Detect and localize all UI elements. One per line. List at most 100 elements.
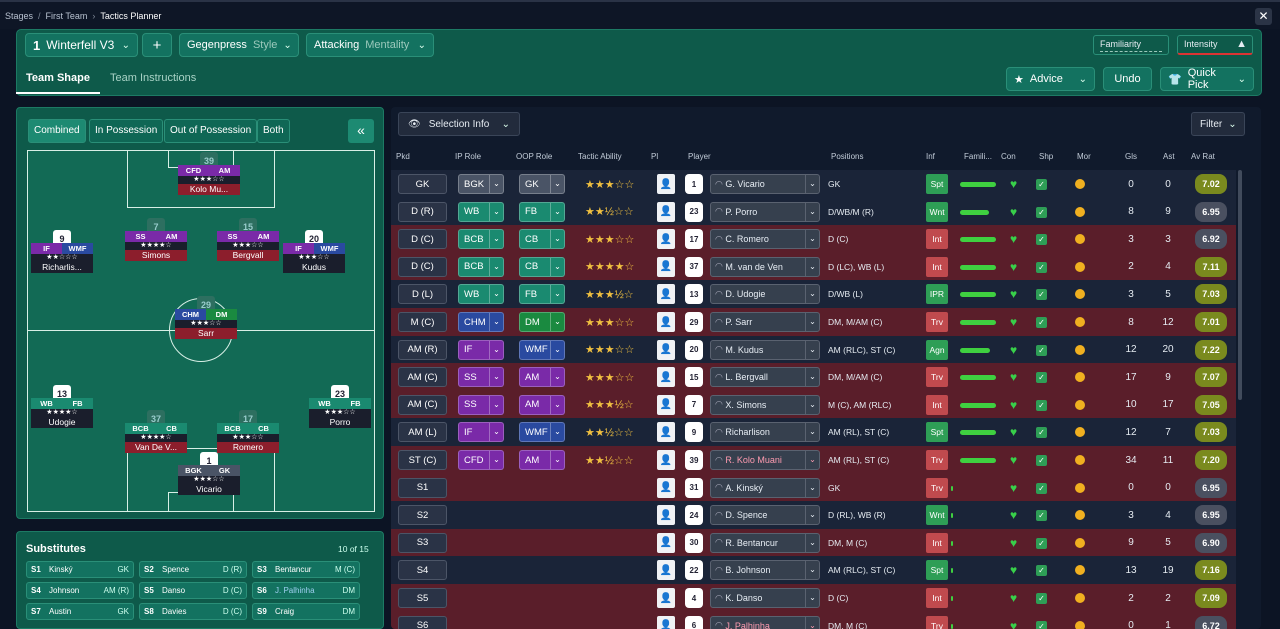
column-header[interactable]: Mor — [1077, 152, 1091, 161]
oop-role-select[interactable]: AM ⌄ — [519, 367, 565, 388]
scrollbar[interactable] — [1238, 170, 1242, 400]
picked-position-button[interactable]: D (R) — [398, 201, 447, 222]
player-profile-icon[interactable]: 👤 — [657, 201, 675, 222]
player-select[interactable]: ◠ C. Romero ⌄ — [710, 229, 820, 250]
column-header[interactable]: Tactic Ability — [578, 152, 622, 161]
column-header[interactable]: Av Rat — [1191, 152, 1215, 161]
table-row[interactable]: D (R) WB ⌄ FB ⌄ ★★½☆☆ 👤 23 ◠ P. Porro ⌄ D/WB/M (R)… — [391, 197, 1236, 226]
player-select[interactable]: ◠ K. Danso ⌄ — [710, 588, 820, 608]
column-header[interactable]: OOP Role — [516, 152, 553, 161]
player-card[interactable]: 37 BCB CB ★★★★☆ Van De V... — [125, 410, 187, 460]
player-select[interactable]: ◠ M. Kudus ⌄ — [710, 339, 820, 360]
breadcrumb-first-team[interactable]: First Team — [45, 11, 88, 21]
intensity-meter[interactable]: Intensity ▲ — [1177, 35, 1253, 55]
familiarity-meter[interactable]: Familiarity — [1093, 35, 1169, 55]
picked-position-button[interactable]: S2 — [398, 505, 447, 526]
advice-button[interactable]: ★ Advice ⌄ — [1006, 67, 1095, 91]
filter-out-of-possession[interactable]: Out of Possession — [164, 119, 258, 143]
column-header[interactable]: Pkd — [396, 152, 410, 161]
column-header[interactable]: Positions — [831, 152, 864, 161]
player-select[interactable]: ◠ D. Spence ⌄ — [710, 505, 820, 526]
player-profile-icon[interactable]: 👤 — [657, 339, 675, 360]
oop-role-select[interactable]: WMF ⌄ — [519, 422, 565, 443]
oop-role-select[interactable]: AM ⌄ — [519, 394, 565, 415]
player-card[interactable]: 7 SS AM ★★★★☆ Simons — [125, 218, 187, 268]
substitute-slot[interactable]: S4 Johnson AM (R) — [26, 582, 134, 599]
player-profile-icon[interactable]: 👤 — [657, 256, 675, 277]
player-select[interactable]: ◠ X. Simons ⌄ — [710, 394, 820, 415]
player-profile-icon[interactable]: 👤 — [657, 477, 675, 498]
picked-position-button[interactable]: S5 — [398, 588, 447, 608]
picked-position-button[interactable]: AM (L) — [398, 422, 447, 443]
player-card[interactable]: 15 SS AM ★★★☆☆ Bergvall — [217, 218, 279, 268]
picked-position-button[interactable]: D (C) — [398, 256, 447, 277]
tactic-selector[interactable]: 1 Winterfell V3 ⌄ — [25, 33, 138, 57]
table-row[interactable]: S1 👤 31 ◠ A. Kinský ⌄ GK Trv ♥ ✓ 0 0 6.95 — [391, 473, 1236, 502]
player-profile-icon[interactable]: 👤 — [657, 588, 675, 608]
close-button[interactable]: ✕ — [1255, 8, 1272, 25]
ip-role-select[interactable]: IF ⌄ — [458, 339, 504, 360]
oop-role-select[interactable]: CB ⌄ — [519, 229, 565, 250]
column-header[interactable]: Con — [1001, 152, 1016, 161]
player-profile-icon[interactable]: 👤 — [657, 505, 675, 526]
column-header[interactable]: Player — [688, 152, 711, 161]
substitute-slot[interactable]: S8 Davies D (C) — [139, 603, 247, 620]
oop-role-select[interactable]: DM ⌄ — [519, 312, 565, 332]
filter-button[interactable]: Filter ⌄ — [1191, 112, 1245, 136]
player-profile-icon[interactable]: 👤 — [657, 174, 675, 194]
player-select[interactable]: ◠ M. van de Ven ⌄ — [710, 256, 820, 277]
player-profile-icon[interactable]: 👤 — [657, 312, 675, 332]
player-select[interactable]: ◠ A. Kinský ⌄ — [710, 477, 820, 498]
ip-role-select[interactable]: BGK ⌄ — [458, 174, 504, 194]
ip-role-select[interactable]: BCB ⌄ — [458, 256, 504, 277]
ip-role-select[interactable]: WB ⌄ — [458, 201, 504, 222]
substitute-slot[interactable]: S7 Austin GK — [26, 603, 134, 620]
player-profile-icon[interactable]: 👤 — [657, 615, 675, 629]
oop-role-select[interactable]: GK ⌄ — [519, 174, 565, 194]
table-row[interactable]: S3 👤 30 ◠ R. Bentancur ⌄ DM, M (C) Int ♥ ✓ 9 5 6.90 — [391, 528, 1236, 557]
column-header[interactable]: Gls — [1125, 152, 1137, 161]
filter-both[interactable]: Both — [257, 119, 290, 143]
filter-combined[interactable]: Combined — [28, 119, 86, 143]
player-profile-icon[interactable]: 👤 — [657, 367, 675, 388]
oop-role-select[interactable]: AM ⌄ — [519, 450, 565, 470]
player-profile-icon[interactable]: 👤 — [657, 450, 675, 470]
ip-role-select[interactable]: IF ⌄ — [458, 422, 504, 443]
picked-position-button[interactable]: D (L) — [398, 284, 447, 305]
ip-role-select[interactable]: BCB ⌄ — [458, 229, 504, 250]
player-card[interactable]: 17 BCB CB ★★★☆☆ Romero — [217, 410, 279, 460]
table-row[interactable]: S5 👤 4 ◠ K. Danso ⌄ D (C) Int ♥ ✓ 2 2 7.09 — [391, 584, 1236, 612]
table-row[interactable]: M (C) CHM ⌄ DM ⌄ ★★★☆☆ 👤 29 ◠ P. Sarr ⌄ DM, M/AM (… — [391, 308, 1236, 336]
player-profile-icon[interactable]: 👤 — [657, 560, 675, 581]
breadcrumb-stages[interactable]: Stages — [5, 11, 34, 21]
column-header[interactable]: Famili... — [964, 152, 992, 161]
ip-role-select[interactable]: CFD ⌄ — [458, 450, 504, 470]
column-header[interactable]: Pl — [651, 152, 659, 161]
player-profile-icon[interactable]: 👤 — [657, 422, 675, 443]
player-card[interactable]: 13 WB FB ★★★★☆ Udogie — [31, 385, 93, 435]
player-card[interactable]: 20 IF WMF ★★★☆☆ Kudus — [283, 230, 345, 280]
tab-team-instructions[interactable]: Team Instructions — [110, 72, 197, 84]
oop-role-select[interactable]: FB ⌄ — [519, 284, 565, 305]
table-row[interactable]: S2 👤 24 ◠ D. Spence ⌄ D (RL), WB (R) Wnt ♥ ✓ 3 4 6.… — [391, 501, 1236, 529]
ip-role-select[interactable]: SS ⌄ — [458, 367, 504, 388]
table-row[interactable]: S4 👤 22 ◠ B. Johnson ⌄ AM (RLC), ST (C) Spt ♥ ✓ 1… — [391, 556, 1236, 584]
player-select[interactable]: ◠ Richarlison ⌄ — [710, 422, 820, 443]
player-select[interactable]: ◠ G. Vicario ⌄ — [710, 174, 820, 194]
table-row[interactable]: D (L) WB ⌄ FB ⌄ ★★★½☆ 👤 13 ◠ D. Udogie ⌄ D/WB (L) I… — [391, 280, 1236, 308]
quick-pick-button[interactable]: 👕 Quick Pick ⌄ — [1160, 67, 1254, 91]
mentality-selector[interactable]: Attacking Mentality ⌄ — [306, 33, 434, 57]
table-row[interactable]: D (C) BCB ⌄ CB ⌄ ★★★★☆ 👤 37 ◠ M. van de Ven ⌄ D (L… — [391, 252, 1236, 281]
table-row[interactable]: GK BGK ⌄ GK ⌄ ★★★☆☆ 👤 1 ◠ G. Vicario ⌄ GK Spt ♥ ✓ 0 0 7.… — [391, 170, 1236, 198]
column-header[interactable]: IP Role — [455, 152, 482, 161]
ip-role-select[interactable]: SS ⌄ — [458, 394, 504, 415]
table-row[interactable]: AM (R) IF ⌄ WMF ⌄ ★★★☆☆ 👤 20 ◠ M. Kudus ⌄ AM (RLC)… — [391, 335, 1236, 364]
oop-role-select[interactable]: CB ⌄ — [519, 256, 565, 277]
column-header[interactable]: Ast — [1163, 152, 1175, 161]
selection-info-button[interactable]: 👁 Selection Info ⌄ — [398, 112, 520, 136]
substitute-slot[interactable]: S3 Bentancur M (C) — [252, 561, 360, 578]
player-select[interactable]: ◠ P. Porro ⌄ — [710, 201, 820, 222]
table-row[interactable]: AM (L) IF ⌄ WMF ⌄ ★★½☆☆ 👤 9 ◠ Richarlison ⌄ AM (RL… — [391, 418, 1236, 446]
player-select[interactable]: ◠ B. Johnson ⌄ — [710, 560, 820, 581]
player-profile-icon[interactable]: 👤 — [657, 394, 675, 415]
